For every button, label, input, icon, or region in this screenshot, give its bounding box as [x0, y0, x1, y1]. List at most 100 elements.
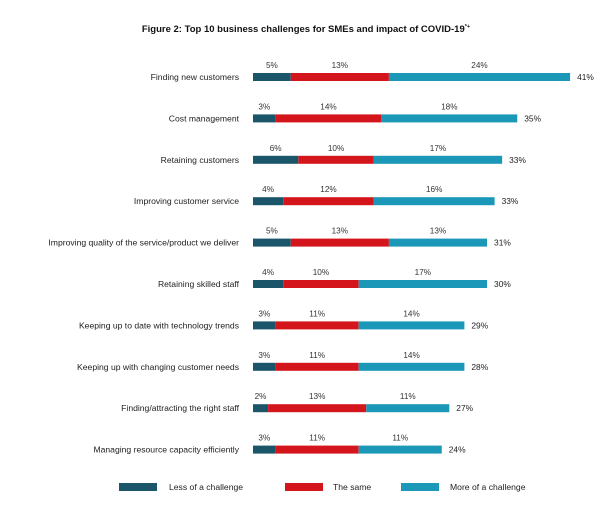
bar-row: Improving customer service 4% 12% 16% 33% — [134, 185, 519, 206]
total-value-label: 35% — [524, 113, 541, 123]
bar-segment-same — [268, 404, 367, 413]
legend: Less of a challenge The same More of a cha… — [119, 482, 526, 492]
segment-value-label: 18% — [441, 102, 457, 111]
legend-swatch — [119, 483, 157, 491]
category-label: Managing resource capacity efficiently — [93, 445, 239, 455]
segment-value-label: 13% — [332, 61, 348, 70]
segment-value-label: 11% — [400, 392, 416, 401]
total-value-label: 24% — [449, 445, 466, 455]
segment-value-label: 12% — [320, 185, 336, 194]
legend-label: More of a challenge — [450, 482, 526, 492]
segment-value-label: 11% — [309, 309, 325, 318]
category-label: Finding/attracting the right staff — [121, 403, 239, 413]
chart-title-marker: *+ — [465, 24, 470, 30]
segment-value-label: 11% — [309, 434, 325, 443]
bar-segment-more — [358, 280, 488, 288]
segment-value-label: 10% — [313, 268, 329, 277]
segment-value-label: 4% — [262, 185, 274, 194]
segment-value-label: 3% — [258, 102, 270, 111]
segment-value-label: 13% — [430, 227, 446, 236]
bar-segment-more — [388, 238, 488, 247]
total-value-label: 31% — [494, 238, 511, 248]
bar-segment-same — [290, 73, 389, 81]
chart-title: Figure 2: Top 10 business challenges for… — [142, 24, 470, 35]
legend-label: The same — [333, 482, 371, 492]
bar-segment-less — [253, 114, 276, 123]
bar-segment-same — [275, 114, 382, 123]
segment-value-label: 3% — [258, 309, 270, 318]
bar-segment-same — [275, 321, 359, 330]
legend-item: The same — [285, 482, 371, 492]
bar-segment-more — [388, 73, 571, 81]
bar-row: Improving quality of the service/product… — [48, 227, 511, 248]
bar-row: Finding/attracting the right staff 2% 13% 1… — [121, 392, 473, 413]
total-value-label: 29% — [471, 320, 488, 330]
bar-segment-more — [381, 114, 518, 123]
bar-segment-less — [253, 404, 269, 413]
segment-value-label: 13% — [332, 227, 348, 236]
segment-value-label: 14% — [403, 351, 419, 360]
category-label: Finding new customers — [151, 72, 239, 82]
bar-segment-less — [253, 238, 291, 247]
segment-value-label: 17% — [415, 268, 431, 277]
category-label: Retaining skilled staff — [158, 279, 240, 289]
bar-segment-more — [358, 445, 442, 454]
bar-row: Retaining skilled staff 4% 10% 17% 30% — [158, 268, 511, 289]
segment-value-label: 17% — [430, 144, 446, 153]
bar-row: Finding new customers 5% 13% 24% 41% — [151, 61, 595, 82]
legend-item: More of a challenge — [401, 482, 526, 492]
bar-segment-less — [253, 445, 276, 454]
legend-swatch — [285, 483, 323, 491]
bar-segment-same — [275, 362, 359, 371]
total-value-label: 41% — [577, 72, 594, 82]
bar-segment-same — [275, 445, 359, 454]
bar-segment-less — [253, 280, 284, 288]
segment-value-label: 10% — [328, 144, 344, 153]
bar-segment-same — [283, 197, 374, 206]
segment-value-label: 2% — [255, 392, 267, 401]
bar-segment-same — [290, 238, 389, 247]
total-value-label: 33% — [509, 155, 526, 165]
category-label: Improving customer service — [134, 196, 239, 206]
segment-value-label: 11% — [392, 434, 408, 443]
chart-title-text: Figure 2: Top 10 business challenges for… — [142, 24, 465, 35]
total-value-label: 33% — [502, 196, 519, 206]
category-label: Keeping up with changing customer needs — [77, 362, 239, 372]
bar-row: Keeping up to date with technology trend… — [79, 309, 489, 330]
bar-segment-less — [253, 321, 276, 330]
segment-value-label: 6% — [270, 144, 282, 153]
bar-segment-more — [358, 321, 465, 330]
bar-segment-less — [253, 197, 284, 206]
total-value-label: 28% — [471, 362, 488, 372]
segment-value-label: 3% — [258, 351, 270, 360]
category-label: Cost management — [169, 113, 240, 123]
segment-value-label: 4% — [262, 268, 274, 277]
legend-swatch — [401, 483, 439, 491]
bar-segment-less — [253, 155, 299, 164]
segment-value-label: 14% — [403, 309, 419, 318]
total-value-label: 30% — [494, 279, 511, 289]
bar-segment-less — [253, 362, 276, 371]
total-value-label: 27% — [456, 403, 473, 413]
category-label: Retaining customers — [161, 155, 239, 165]
category-label: Improving quality of the service/product… — [48, 238, 239, 248]
bar-row: Keeping up with changing customer needs 3… — [77, 351, 489, 372]
bar-segment-same — [298, 155, 374, 164]
bar-segment-more — [373, 197, 495, 206]
legend-item: Less of a challenge — [119, 482, 243, 492]
segment-value-label: 13% — [309, 392, 325, 401]
segment-value-label: 3% — [258, 434, 270, 443]
bar-segment-same — [283, 280, 359, 288]
bar-row: Retaining customers 6% 10% 17% 33% — [161, 144, 527, 165]
segment-value-label: 16% — [426, 185, 442, 194]
segment-value-label: 11% — [309, 351, 325, 360]
category-label: Keeping up to date with technology trend… — [79, 320, 239, 330]
legend-label: Less of a challenge — [169, 482, 243, 492]
bar-row: Cost management 3% 14% 18% 35% — [169, 102, 542, 123]
segment-value-label: 5% — [266, 61, 278, 70]
segment-value-label: 5% — [266, 227, 278, 236]
bar-segment-more — [358, 362, 465, 371]
segment-value-label: 14% — [320, 102, 336, 111]
